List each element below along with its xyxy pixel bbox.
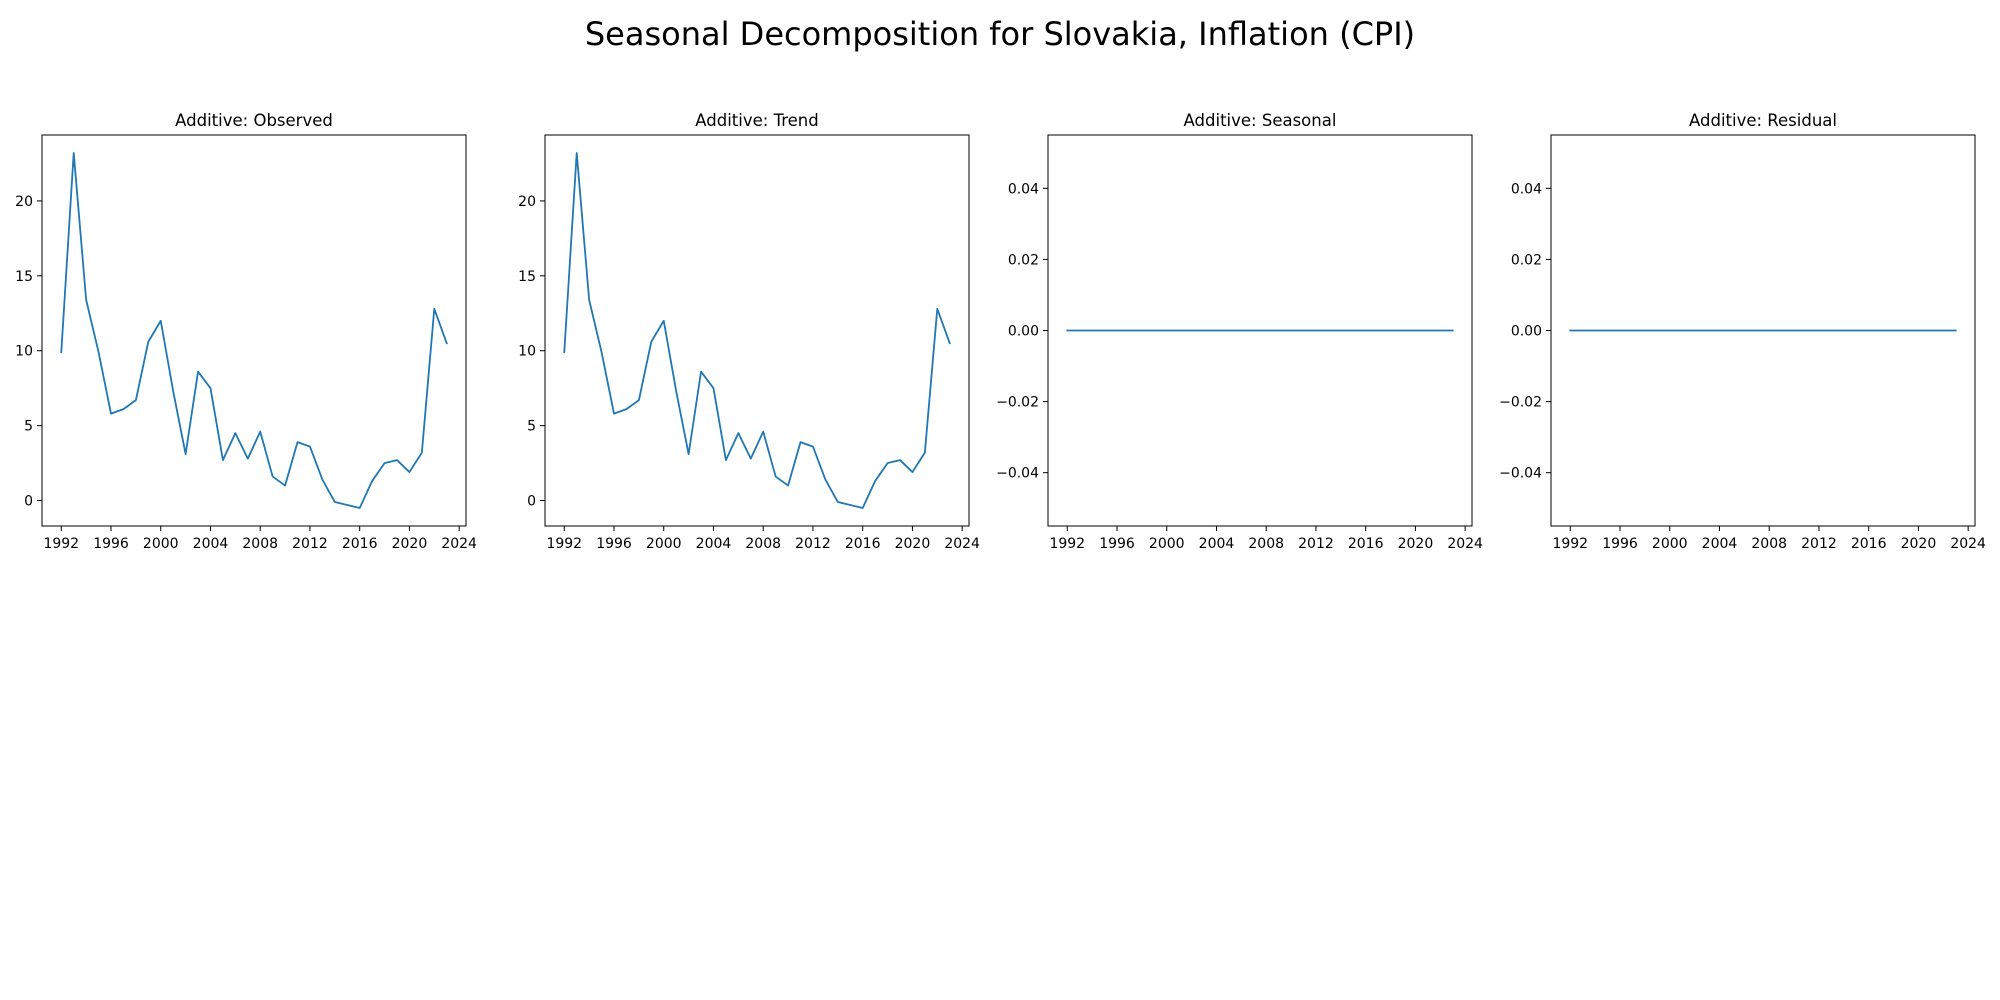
panel-1: Additive: Observed 1992 1996 2000 2004 2008 20… [15,111,477,552]
y-tick-label: −0.02 [1499,395,1542,411]
x-tick-label: 1996 [1602,536,1638,552]
y-tick-label: 5 [527,419,536,435]
x-tick-label: 2004 [1702,536,1738,552]
x-tick-label: 2024 [944,536,980,552]
x-tick-label: 2008 [745,536,781,552]
panel-title: Additive: Trend [695,111,818,130]
x-tick-label: 1996 [93,536,129,552]
x-tick-label: 1996 [1099,536,1135,552]
x-tick-label: 1992 [43,536,79,552]
x-tick-label: 1992 [1552,536,1588,552]
panel-3: Additive: Seasonal 1992 1996 2000 2004 2008 20… [996,111,1483,552]
y-tick-label: 0.00 [1008,324,1039,340]
figure-title: Seasonal Decomposition for Slovakia, Inf… [585,15,1415,53]
x-tick-label: 2000 [1652,536,1688,552]
axes-frame [41,134,467,527]
y-tick-label: 0.04 [1008,181,1039,197]
x-tick-label: 2016 [342,536,378,552]
y-tick-label: 20 [15,194,33,210]
y-tick-label: −0.02 [996,395,1039,411]
y-tick-label: −0.04 [1499,466,1542,482]
y-tick-label: 5 [24,419,33,435]
x-tick-label: 2012 [292,536,328,552]
y-tick-label: 0 [24,494,33,510]
x-tick-label: 2016 [845,536,881,552]
x-tick-label: 2004 [193,536,229,552]
x-tick-label: 2008 [242,536,278,552]
x-tick-label: 1996 [596,536,632,552]
x-tick-label: 2012 [1298,536,1334,552]
x-tick-label: 2008 [1751,536,1787,552]
series-line [60,152,448,509]
x-tick-label: 2000 [143,536,179,552]
panel-2: Additive: Trend 1992 1996 2000 2004 2008 2012 2… [518,111,980,552]
x-tick-label: 2020 [1901,536,1937,552]
x-tick-label: 2024 [441,536,477,552]
y-tick-label: 10 [15,344,33,360]
y-tick-label: 0.02 [1008,252,1039,268]
y-tick-label: 0.00 [1511,324,1542,340]
x-tick-label: 1992 [546,536,582,552]
x-tick-label: 2000 [1149,536,1185,552]
panel-title: Additive: Seasonal [1184,111,1337,130]
y-tick-label: 15 [15,269,33,285]
x-tick-label: 2020 [895,536,931,552]
panel-title: Additive: Observed [175,111,333,130]
y-tick-label: 20 [518,194,536,210]
y-tick-label: −0.04 [996,466,1039,482]
x-tick-label: 2016 [1348,536,1384,552]
axes-frame [544,134,970,527]
y-tick-label: 0.04 [1511,181,1542,197]
y-tick-label: 10 [518,344,536,360]
x-tick-label: 2004 [1199,536,1235,552]
x-tick-label: 1992 [1049,536,1085,552]
y-tick-label: 0 [527,494,536,510]
y-tick-label: 0.02 [1511,252,1542,268]
x-tick-label: 2016 [1851,536,1887,552]
x-tick-label: 2008 [1248,536,1284,552]
x-tick-label: 2000 [646,536,682,552]
x-tick-label: 2012 [795,536,831,552]
x-tick-label: 2012 [1801,536,1837,552]
x-tick-label: 2004 [696,536,732,552]
panel-title: Additive: Residual [1689,111,1837,130]
y-tick-label: 15 [518,269,536,285]
panel-4: Additive: Residual 1992 1996 2000 2004 2008 20… [1499,111,1986,552]
series-line [563,152,951,509]
x-tick-label: 2024 [1950,536,1986,552]
x-tick-label: 2020 [1398,536,1434,552]
x-tick-label: 2024 [1447,536,1483,552]
x-tick-label: 2020 [392,536,428,552]
